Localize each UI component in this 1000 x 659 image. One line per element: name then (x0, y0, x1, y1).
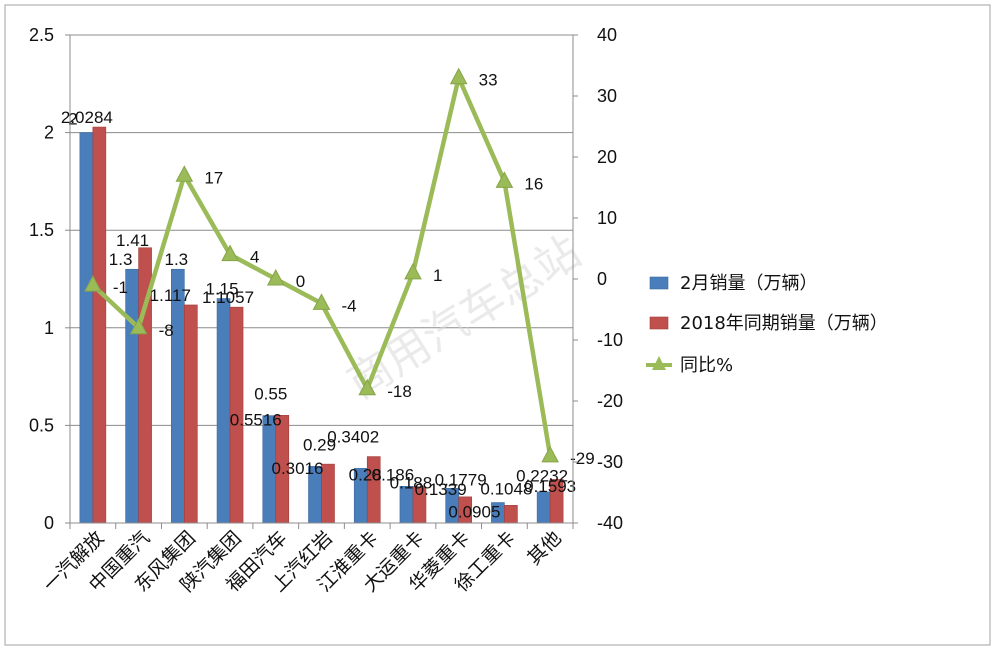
legend-marker-yoy (652, 356, 666, 370)
bar-label-2018: 2.0284 (61, 108, 113, 127)
line-label-yoy: -29 (570, 449, 595, 468)
bar-feb-sales (216, 298, 231, 524)
bar-label-feb: 0.28 (349, 465, 382, 484)
bar-feb-sales (79, 132, 94, 524)
line-label-yoy: 33 (479, 71, 498, 90)
line-label-yoy: 0 (296, 272, 305, 291)
left-tick-label: 2.5 (29, 25, 54, 45)
right-tick-label: -30 (597, 452, 623, 472)
bar-label-feb: 0.1593 (524, 477, 576, 496)
line-label-yoy: 4 (250, 248, 259, 267)
bar-feb-sales (171, 268, 185, 524)
left-tick-label: 1.5 (29, 220, 54, 240)
chart-border (4, 4, 991, 646)
bar-label-2018: 0.1339 (415, 480, 467, 499)
line-label-yoy: -1 (113, 278, 128, 297)
legend-swatch-2018 (649, 316, 669, 330)
bar-label-2018: 0.2232 (516, 466, 568, 485)
yoy-marker (175, 165, 194, 182)
line-label-yoy: -18 (387, 382, 412, 401)
right-tick-label: 30 (597, 86, 617, 106)
yoy-marker (358, 378, 377, 396)
legend-swatch-feb (649, 276, 669, 290)
bar-2018-sales (504, 505, 518, 524)
right-tick-label: -40 (597, 513, 623, 533)
left-tick-label: 0 (44, 513, 54, 533)
gridlines (70, 34, 573, 426)
yoy-marker (221, 244, 239, 262)
right-tick-label: 40 (597, 25, 617, 45)
yoy-marker (266, 268, 285, 286)
bar-label-feb: 0.188 (390, 473, 433, 492)
bar-label-feb: 1.3 (109, 250, 133, 269)
yoy-marker (312, 293, 331, 310)
left-tick-label: 1 (44, 318, 54, 338)
right-tick-label: 10 (597, 208, 617, 228)
bar-label-2018: 0.186 (372, 466, 415, 485)
yoy-marker (449, 67, 468, 85)
bar-label-feb: 1.3 (164, 250, 188, 269)
line-group (84, 67, 559, 463)
line-label-yoy: -8 (159, 321, 174, 340)
bar-label-feb: 0.1048 (480, 480, 532, 499)
yoy-marker (404, 262, 422, 280)
bar-label-2018: 0.0905 (448, 502, 500, 521)
bar-label-2018: 0.3402 (327, 428, 379, 447)
line-label-yoy: 1 (433, 266, 442, 285)
yoy-marker (495, 171, 514, 188)
bar-label-2018: 1.41 (116, 231, 149, 250)
legend-label-feb: 2月销量（万辆） (680, 273, 817, 294)
yoy-marker (84, 275, 102, 292)
line-label-yoy: 17 (204, 168, 223, 187)
bar-label-feb: 2 (68, 110, 77, 129)
line-label-yoy: -4 (342, 296, 357, 315)
bar-label-feb: 0.1779 (435, 470, 487, 489)
bar-2018-sales (184, 304, 198, 524)
bar-label-2018: 1.1057 (202, 288, 254, 307)
yoy-marker (129, 317, 148, 335)
bar-feb-sales (536, 491, 551, 524)
bar-label-feb: 1.15 (205, 280, 238, 299)
bar-label-feb: 0.29 (303, 435, 336, 454)
bar-label-2018: 0.5516 (230, 410, 282, 429)
right-tick-label: -10 (597, 330, 623, 350)
right-tick-label: 20 (597, 147, 617, 167)
right-tick-label: 0 (597, 269, 607, 289)
bar-label-2018: 0.3016 (272, 459, 324, 478)
bar-feb-sales (125, 268, 139, 524)
left-tick-label: 0.5 (29, 415, 54, 435)
legend: 2月销量（万辆） 2018年同期销量（万辆） 同比% (646, 273, 888, 376)
right-tick-label: -20 (597, 391, 623, 411)
bar-label-2018: 1.117 (150, 286, 191, 305)
bar-2018-sales (92, 126, 107, 524)
left-tick-label: 2 (44, 123, 54, 143)
yoy-marker (541, 445, 559, 463)
bar-label-feb: 0.55 (254, 385, 287, 404)
legend-label-yoy: 同比% (680, 355, 733, 376)
legend-label-2018: 2018年同期销量（万辆） (680, 313, 888, 334)
line-label-yoy: 16 (524, 174, 543, 193)
